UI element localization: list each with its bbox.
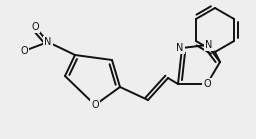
Text: O: O bbox=[203, 79, 211, 89]
Text: N: N bbox=[44, 37, 52, 47]
Text: O: O bbox=[20, 46, 28, 56]
Text: O: O bbox=[91, 100, 99, 110]
Text: O: O bbox=[31, 22, 39, 32]
Text: N: N bbox=[205, 40, 213, 50]
Text: N: N bbox=[176, 43, 184, 53]
